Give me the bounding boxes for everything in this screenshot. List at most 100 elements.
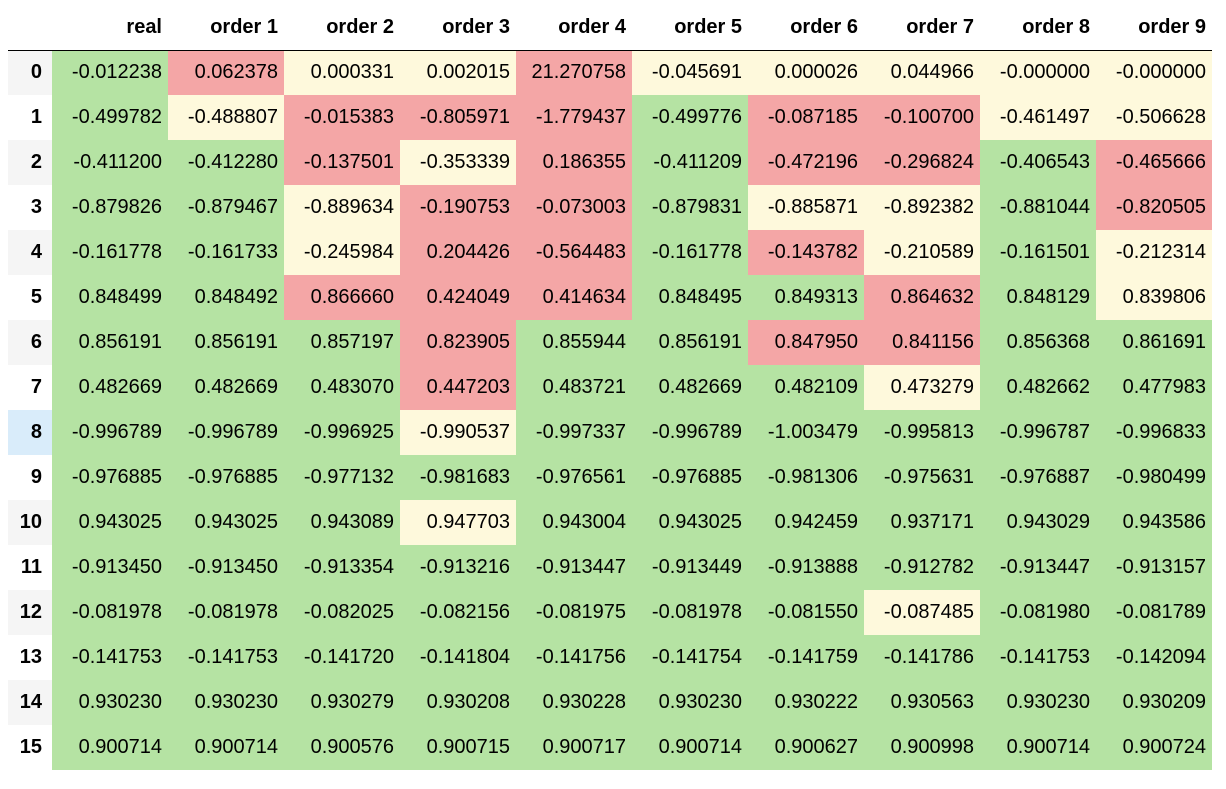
table-cell: -0.499776 — [632, 95, 748, 140]
table-cell: -0.996925 — [284, 410, 400, 455]
column-header: order 6 — [748, 5, 864, 51]
table-cell: -0.995813 — [864, 410, 980, 455]
table-cell: 0.002015 — [400, 50, 516, 95]
table-cell: -0.161733 — [168, 230, 284, 275]
table-cell: -0.976885 — [52, 455, 168, 500]
table-cell: -0.141759 — [748, 635, 864, 680]
table-cell: 0.483070 — [284, 365, 400, 410]
column-header: order 8 — [980, 5, 1096, 51]
row-index: 12 — [8, 590, 52, 635]
table-cell: -0.879467 — [168, 185, 284, 230]
table-cell: -0.997337 — [516, 410, 632, 455]
table-cell: 0.930228 — [516, 680, 632, 725]
table-cell: -0.045691 — [632, 50, 748, 95]
table-cell: -0.012238 — [52, 50, 168, 95]
table-cell: 0.930222 — [748, 680, 864, 725]
table-cell: -0.296824 — [864, 140, 980, 185]
table-cell: 0.044966 — [864, 50, 980, 95]
table-cell: -0.141786 — [864, 635, 980, 680]
table-cell: 0.861691 — [1096, 320, 1212, 365]
table-cell: -1.003479 — [748, 410, 864, 455]
table-cell: -0.000000 — [980, 50, 1096, 95]
table-cell: -0.161778 — [632, 230, 748, 275]
table-cell: -0.913449 — [632, 545, 748, 590]
table-cell: 0.856368 — [980, 320, 1096, 365]
table-cell: 0.848129 — [980, 275, 1096, 320]
table-cell: -0.912782 — [864, 545, 980, 590]
table-cell: 0.839806 — [1096, 275, 1212, 320]
table-cell: 0.848495 — [632, 275, 748, 320]
table-cell: -0.976885 — [632, 455, 748, 500]
table-cell: 0.930563 — [864, 680, 980, 725]
table-cell: -0.913354 — [284, 545, 400, 590]
table-cell: -0.499782 — [52, 95, 168, 140]
column-header: order 9 — [1096, 5, 1212, 51]
row-index: 6 — [8, 320, 52, 365]
table-cell: 0.186355 — [516, 140, 632, 185]
table-cell: -0.981683 — [400, 455, 516, 500]
column-header: order 5 — [632, 5, 748, 51]
row-index: 13 — [8, 635, 52, 680]
table-cell: 0.849313 — [748, 275, 864, 320]
table-cell: -0.881044 — [980, 185, 1096, 230]
row-index: 7 — [8, 365, 52, 410]
table-cell: -0.976885 — [168, 455, 284, 500]
row-index: 10 — [8, 500, 52, 545]
table-cell: -0.141753 — [52, 635, 168, 680]
table-cell: -0.081550 — [748, 590, 864, 635]
table-row: 15 0.900714 0.900714 0.900576 0.900715 0.9007… — [8, 725, 1212, 770]
table-body: 0 -0.012238 0.062378 0.000331 0.002015 21.270… — [8, 50, 1212, 770]
table-cell: 0.847950 — [748, 320, 864, 365]
table-cell: -0.353339 — [400, 140, 516, 185]
table-row: 8 -0.996789 -0.996789 -0.996925 -0.990537 -0.… — [8, 410, 1212, 455]
table-cell: -0.100700 — [864, 95, 980, 140]
table-cell: -0.245984 — [284, 230, 400, 275]
table-cell: -0.143782 — [748, 230, 864, 275]
table-cell: 0.482669 — [168, 365, 284, 410]
table-cell: 0.900714 — [168, 725, 284, 770]
table-row: 1 -0.499782 -0.488807 -0.015383 -0.805971 -1.… — [8, 95, 1212, 140]
table-cell: 0.866660 — [284, 275, 400, 320]
table-cell: 0.482669 — [52, 365, 168, 410]
table-cell: -0.081978 — [52, 590, 168, 635]
table-cell: -0.073003 — [516, 185, 632, 230]
table-cell: 0.062378 — [168, 50, 284, 95]
table-cell: -0.976561 — [516, 455, 632, 500]
table-cell: 0.864632 — [864, 275, 980, 320]
column-header: real — [52, 5, 168, 51]
table-cell: -0.087185 — [748, 95, 864, 140]
table-cell: -0.465666 — [1096, 140, 1212, 185]
table-cell: 0.841156 — [864, 320, 980, 365]
table-cell: -0.411209 — [632, 140, 748, 185]
table-cell: 0.942459 — [748, 500, 864, 545]
table-cell: -0.996833 — [1096, 410, 1212, 455]
column-header: order 3 — [400, 5, 516, 51]
table-cell: -0.980499 — [1096, 455, 1212, 500]
table-cell: -0.411200 — [52, 140, 168, 185]
table-cell: -0.990537 — [400, 410, 516, 455]
table-cell: 0.477983 — [1096, 365, 1212, 410]
table-cell: 0.848499 — [52, 275, 168, 320]
table-cell: -0.913157 — [1096, 545, 1212, 590]
table-cell: 0.848492 — [168, 275, 284, 320]
table-row: 13 -0.141753 -0.141753 -0.141720 -0.141804 -0… — [8, 635, 1212, 680]
table-cell: -0.506628 — [1096, 95, 1212, 140]
table-cell: -0.996789 — [632, 410, 748, 455]
table-cell: 0.414634 — [516, 275, 632, 320]
table-cell: -0.190753 — [400, 185, 516, 230]
table-cell: -0.913450 — [168, 545, 284, 590]
row-index: 1 — [8, 95, 52, 140]
table-cell: 0.856191 — [168, 320, 284, 365]
table-cell: -0.996789 — [52, 410, 168, 455]
table-cell: -0.141754 — [632, 635, 748, 680]
row-index: 14 — [8, 680, 52, 725]
table-row: 7 0.482669 0.482669 0.483070 0.447203 0.48372… — [8, 365, 1212, 410]
table-cell: -0.210589 — [864, 230, 980, 275]
table-cell: -0.141804 — [400, 635, 516, 680]
table-cell: -0.406543 — [980, 140, 1096, 185]
table-cell: 0.943586 — [1096, 500, 1212, 545]
table-cell: 0.482669 — [632, 365, 748, 410]
table-cell: -0.976887 — [980, 455, 1096, 500]
